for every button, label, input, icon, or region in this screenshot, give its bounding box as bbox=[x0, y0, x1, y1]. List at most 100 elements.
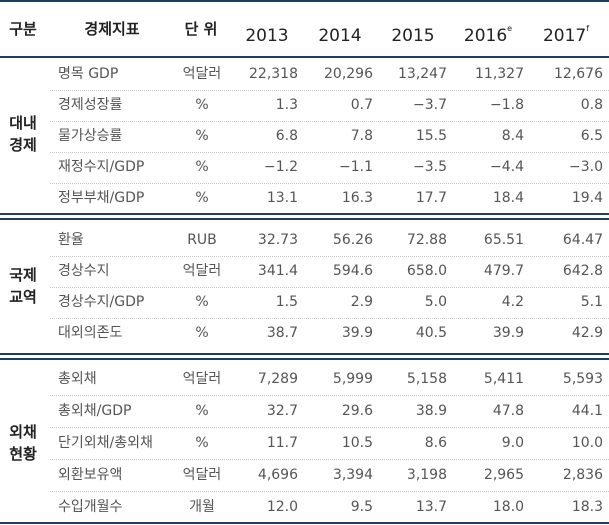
cell-2014: 10.5 bbox=[341, 435, 373, 451]
cell-2015: 40.5 bbox=[415, 325, 447, 341]
header-year-2016: 2016e bbox=[463, 24, 513, 46]
cell-2014: 29.6 bbox=[341, 403, 373, 419]
table-row: 외환보유액 억달러 4,696 3,394 3,198 2,965 2,836 bbox=[50, 459, 609, 492]
cell-2014: 20,296 bbox=[324, 66, 373, 82]
table-header: 구분 경제지표 단 위 2013 2014 2015 2016e 2017f bbox=[0, 0, 609, 58]
cell-2016: 479.7 bbox=[483, 263, 524, 279]
row-indicator: 경제성장률 bbox=[58, 97, 123, 113]
row-indicator: 환율 bbox=[58, 232, 84, 248]
row-indicator: 총외채/GDP bbox=[58, 403, 132, 419]
cell-2017: 642.8 bbox=[562, 263, 603, 279]
row-unit: 억달러 bbox=[182, 371, 222, 387]
row-unit: % bbox=[195, 435, 209, 451]
row-indicator: 경상수지 bbox=[58, 263, 110, 279]
row-unit: % bbox=[195, 403, 209, 419]
row-unit: % bbox=[195, 325, 209, 341]
section-divider bbox=[0, 353, 609, 360]
row-indicator: 수입개월수 bbox=[58, 499, 123, 515]
cell-2016: 39.9 bbox=[492, 325, 524, 341]
table-row: 경제성장률 % 1.3 0.7 −3.7 −1.8 0.8 bbox=[50, 89, 609, 122]
cell-2014: 7.8 bbox=[350, 128, 373, 144]
row-unit: 억달러 bbox=[182, 263, 222, 279]
cell-2017: 18.3 bbox=[571, 499, 603, 515]
cell-2017: 0.8 bbox=[580, 97, 603, 113]
cell-2014: 5,999 bbox=[332, 371, 373, 387]
row-indicator: 재정수지/GDP bbox=[58, 159, 145, 175]
header-unit: 단 위 bbox=[184, 20, 218, 38]
row-indicator: 물가상승률 bbox=[58, 128, 123, 144]
row-unit: % bbox=[195, 128, 209, 144]
row-unit: % bbox=[195, 190, 209, 206]
group-domestic-economy: 대내 경제 명목 GDP 억달러 22,318 20,296 13,247 11… bbox=[0, 58, 609, 215]
cell-2015: −3.7 bbox=[413, 97, 447, 113]
cell-2013: 7,289 bbox=[257, 371, 298, 387]
cell-2014: 9.5 bbox=[350, 499, 373, 515]
cell-2013: 4,696 bbox=[257, 467, 298, 483]
cell-2015: 72.88 bbox=[406, 232, 447, 248]
header-year-2017: 2017f bbox=[542, 24, 590, 46]
row-indicator: 명목 GDP bbox=[58, 66, 119, 82]
cell-2016: 65.51 bbox=[483, 232, 524, 248]
cell-2013: 6.8 bbox=[275, 128, 298, 144]
table-row: 총외채/GDP % 32.7 29.6 38.9 47.8 44.1 bbox=[50, 395, 609, 428]
table-row: 경상수지/GDP % 1.5 2.9 5.0 4.2 5.1 bbox=[50, 286, 609, 319]
group-international-trade: 국제 교역 환율 RUB 32.73 56.26 72.88 65.51 64.… bbox=[0, 224, 609, 354]
cell-2015: 5.0 bbox=[424, 294, 447, 310]
cell-2014: −1.1 bbox=[339, 159, 373, 175]
cell-2013: 32.73 bbox=[257, 232, 298, 248]
cell-2013: 1.5 bbox=[275, 294, 298, 310]
cell-2015: −3.5 bbox=[413, 159, 447, 175]
table-row: 경상수지 억달러 341.4 594.6 658.0 479.7 642.8 bbox=[50, 255, 609, 288]
row-unit: RUB bbox=[187, 232, 217, 248]
table-row: 수입개월수 개월 12.0 9.5 13.7 18.0 18.3 bbox=[50, 491, 609, 524]
header-year-2013: 2013 bbox=[245, 26, 289, 46]
row-unit: 개월 bbox=[189, 499, 215, 515]
header-year-2015: 2015 bbox=[391, 26, 435, 46]
cell-2017: −3.0 bbox=[569, 159, 603, 175]
cell-2017: 42.9 bbox=[571, 325, 603, 341]
cell-2015: 13.7 bbox=[415, 499, 447, 515]
cell-2015: 17.7 bbox=[415, 190, 447, 206]
cell-2016: 47.8 bbox=[492, 403, 524, 419]
row-unit: % bbox=[195, 159, 209, 175]
cell-2013: 341.4 bbox=[257, 263, 298, 279]
cell-2016: 9.0 bbox=[501, 435, 524, 451]
table-row: 단기외채/총외채 % 11.7 10.5 8.6 9.0 10.0 bbox=[50, 427, 609, 460]
cell-2014: 56.26 bbox=[332, 232, 373, 248]
cell-2013: 11.7 bbox=[266, 435, 298, 451]
row-indicator: 경상수지/GDP bbox=[58, 294, 145, 310]
cell-2014: 3,394 bbox=[332, 467, 373, 483]
group-label: 대내 경제 bbox=[9, 114, 37, 154]
cell-2016: 11,327 bbox=[475, 66, 524, 82]
cell-2016: 18.0 bbox=[492, 499, 524, 515]
cell-2015: 3,198 bbox=[406, 467, 447, 483]
cell-2015: 13,247 bbox=[398, 66, 447, 82]
cell-2017: 10.0 bbox=[571, 435, 603, 451]
cell-2014: 594.6 bbox=[332, 263, 373, 279]
group-label: 국제 교역 bbox=[9, 266, 37, 306]
cell-2017: 64.47 bbox=[562, 232, 603, 248]
cell-2016: −1.8 bbox=[490, 97, 524, 113]
cell-2016: 2,965 bbox=[483, 467, 524, 483]
cell-2017: 2,836 bbox=[562, 467, 603, 483]
row-indicator: 대외의존도 bbox=[58, 325, 123, 341]
cell-2013: 1.3 bbox=[275, 97, 298, 113]
cell-2017: 44.1 bbox=[571, 403, 603, 419]
cell-2017: 5,593 bbox=[562, 371, 603, 387]
cell-2015: 658.0 bbox=[406, 263, 447, 279]
section-divider bbox=[0, 213, 609, 220]
cell-2013: 13.1 bbox=[266, 190, 298, 206]
cell-2015: 38.9 bbox=[415, 403, 447, 419]
cell-2017: 6.5 bbox=[580, 128, 603, 144]
table-bottom-border bbox=[0, 522, 609, 524]
cell-2014: 16.3 bbox=[341, 190, 373, 206]
header-year-2014: 2014 bbox=[318, 26, 362, 46]
cell-2014: 0.7 bbox=[350, 97, 373, 113]
row-indicator: 단기외채/총외채 bbox=[58, 435, 153, 451]
table-row: 물가상승률 % 6.8 7.8 15.5 8.4 6.5 bbox=[50, 120, 609, 153]
group-external-debt: 외채 현황 총외채 억달러 7,289 5,999 5,158 5,411 5,… bbox=[0, 363, 609, 521]
cell-2016: 5,411 bbox=[483, 371, 524, 387]
row-unit: 억달러 bbox=[182, 66, 222, 82]
cell-2016: 8.4 bbox=[501, 128, 524, 144]
